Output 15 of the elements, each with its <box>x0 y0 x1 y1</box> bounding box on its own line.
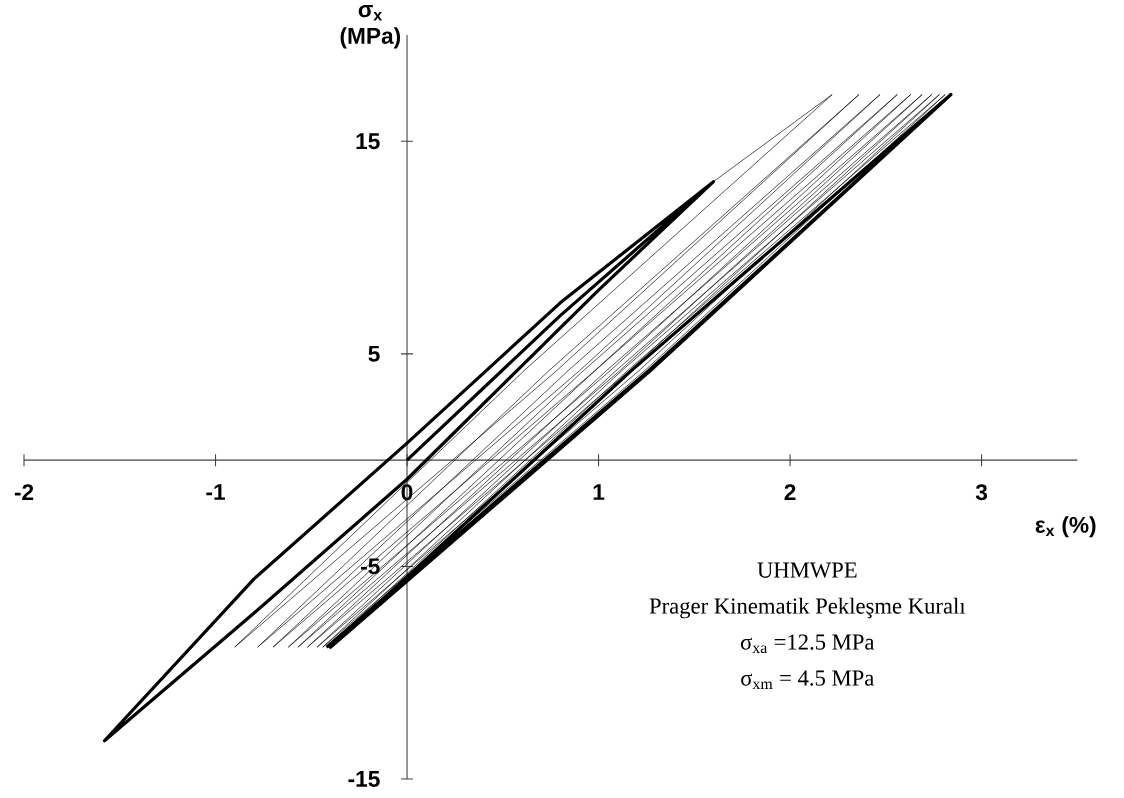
x-tick-label: 1 <box>593 484 605 500</box>
x-tick-label: -2 <box>14 484 34 500</box>
annotation: UHMWPE <box>757 562 857 578</box>
annotation: σ$_{xm}$ = 4.5 MPa <box>741 670 875 689</box>
annotation: Prager Kinematik Pekleşme Kuralı <box>649 597 966 619</box>
x-axis-title: ε$_{x}$ (%) <box>1035 516 1096 538</box>
annotation: σ$_{xa}$ =12.5 MPa <box>740 634 875 654</box>
y-tick-label: 15 <box>356 133 380 150</box>
y-axis-title: σ$_{x}$ (MPa) <box>340 5 401 49</box>
x-tick-label: 0 <box>401 484 413 501</box>
y-tick-label: -15 <box>348 771 380 787</box>
x-tick-label: 3 <box>975 484 988 501</box>
x-tick-label: 2 <box>784 484 796 500</box>
x-tick-label: -1 <box>206 484 225 500</box>
y-tick-label: 5 <box>368 345 380 362</box>
